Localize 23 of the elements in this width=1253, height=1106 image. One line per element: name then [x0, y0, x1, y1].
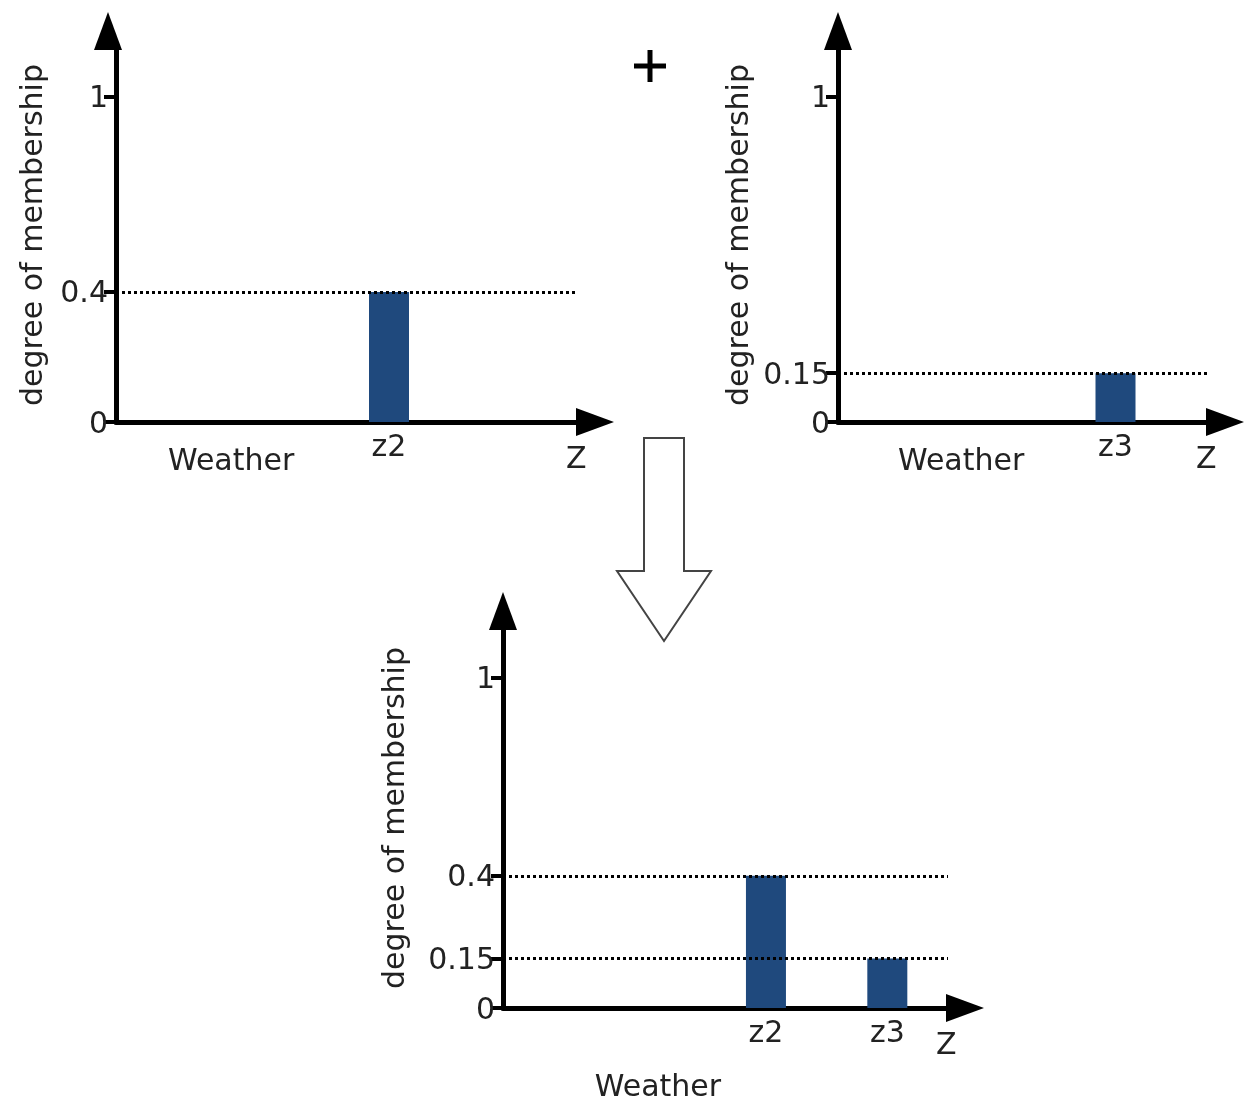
- x-axis-title: Z: [566, 439, 587, 475]
- x-axis-title: Z: [936, 1025, 957, 1061]
- y-tick-label: 0.15: [763, 355, 830, 391]
- y-tick-label: 0.4: [60, 274, 108, 310]
- y-tick-label: 0.15: [428, 940, 495, 976]
- text: Weather: [898, 441, 1025, 477]
- y-tick-label: 0.4: [447, 858, 495, 894]
- text: Weather: [168, 441, 295, 477]
- x-tick-label: z2: [371, 427, 407, 463]
- y-tick-label: 0: [810, 404, 830, 440]
- x-tick-label: z2: [748, 1013, 784, 1049]
- y-axis-title: degree of membership: [13, 64, 49, 406]
- y-axis-title: degree of membership: [375, 647, 411, 989]
- x-axis-title: Z: [1196, 439, 1217, 475]
- text: Weather: [594, 1067, 722, 1103]
- y-tick-label: 0: [88, 404, 108, 440]
- y-tick-label: 1: [810, 79, 830, 115]
- y-tick-label: 1: [88, 79, 108, 115]
- y-axis-title: degree of membership: [719, 64, 755, 406]
- y-tick-label: 0: [475, 990, 495, 1026]
- x-tick-label: z3: [869, 1013, 905, 1049]
- x-tick-label: z3: [1098, 427, 1133, 463]
- y-tick-label: 1: [475, 660, 495, 696]
